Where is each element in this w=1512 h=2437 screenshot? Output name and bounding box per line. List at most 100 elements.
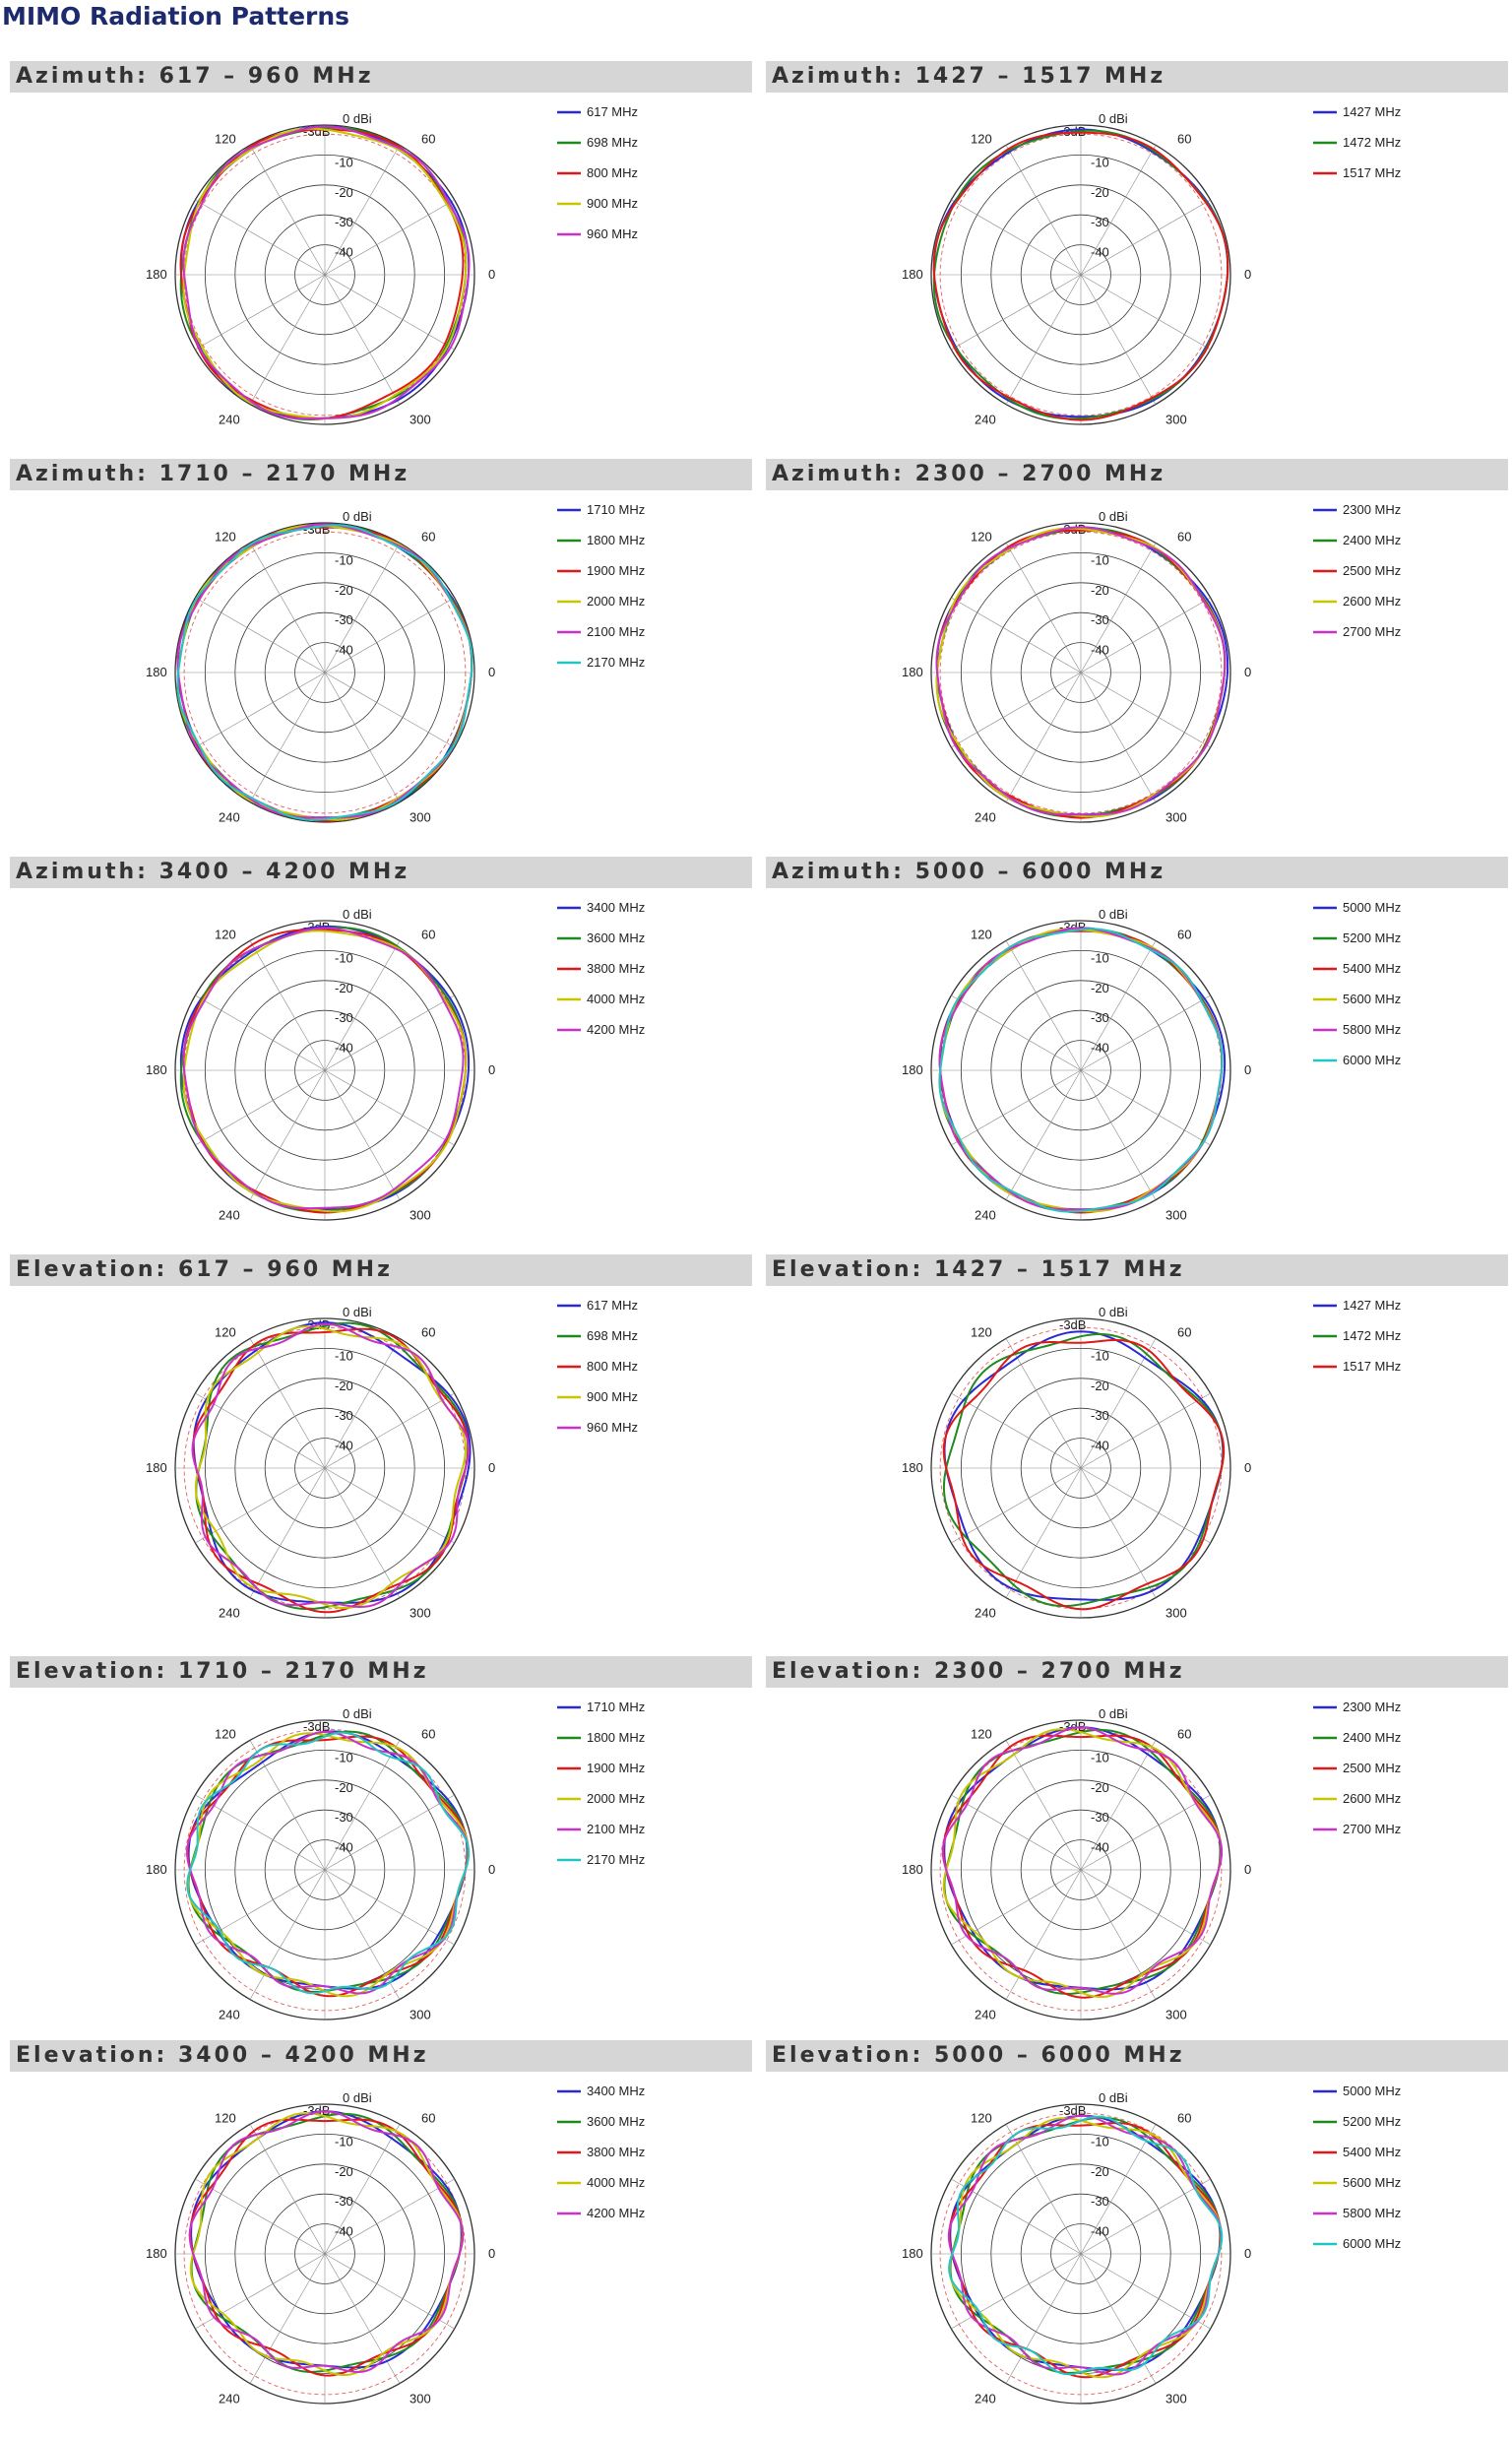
legend-label: 2600 MHz: [1343, 1791, 1401, 1806]
page-title: MIMO Radiation Patterns: [2, 2, 350, 31]
legend-label: 1900 MHz: [587, 1761, 645, 1775]
polar-spoke: [1080, 1869, 1211, 1946]
polar-spoke: [1005, 1740, 1082, 1871]
ring-label: -20: [1091, 1379, 1109, 1393]
angle-label: 0: [488, 1460, 495, 1475]
legend-label: 5400 MHz: [1343, 2145, 1401, 2159]
angle-label: 300: [410, 2392, 431, 2406]
polar-spoke: [1080, 2124, 1157, 2255]
ring-label: -30: [1091, 612, 1109, 627]
legend-label: 3400 MHz: [587, 900, 645, 915]
ring-label: -40: [1091, 1439, 1109, 1453]
angle-label: 240: [975, 810, 996, 825]
angle-label: 300: [410, 1606, 431, 1621]
legend-label: 1517 MHz: [1343, 165, 1401, 180]
angle-label: 0: [1244, 2246, 1251, 2261]
polar-spoke: [951, 1392, 1082, 1469]
polar-spoke: [324, 940, 401, 1071]
ring-label: -40: [1091, 643, 1109, 658]
series-trace: [188, 2110, 465, 2374]
series-trace: [186, 1731, 471, 1995]
series-trace: [938, 928, 1224, 1213]
chart-title: Elevation: 2300 – 2700 MHz: [766, 1656, 1508, 1688]
angle-label: 60: [1177, 131, 1191, 146]
angle-label: 60: [421, 529, 435, 544]
legend-label: 960 MHz: [587, 1420, 638, 1435]
angle-label: 300: [1166, 1606, 1187, 1621]
legend-label: 2400 MHz: [1343, 1730, 1401, 1745]
chart-title: Azimuth: 1710 – 2170 MHz: [10, 459, 752, 490]
legend-label: 4200 MHz: [587, 1022, 645, 1037]
angle-label: 240: [219, 413, 240, 427]
chart-panel-az-1427: Azimuth: 1427 – 1517 MHz 0 dBi -10 -20 -30 -4…: [766, 61, 1508, 458]
angle-label: 120: [215, 131, 236, 146]
legend-label: 1800 MHz: [587, 533, 645, 547]
ring-label: -10: [1091, 155, 1109, 169]
ring-label: -10: [335, 155, 353, 169]
ring-label: -10: [1091, 1348, 1109, 1363]
polar-spoke: [951, 1467, 1082, 1544]
legend-label: 2700 MHz: [1343, 624, 1401, 639]
polar-spoke: [1080, 1740, 1157, 1871]
reference-3db-circle: [939, 2112, 1223, 2396]
reference-3db-circle: [939, 133, 1223, 417]
series-trace: [194, 1325, 468, 1610]
angle-label: 120: [971, 2110, 992, 2125]
polar-spoke: [195, 199, 326, 276]
angle-label: 180: [902, 2246, 923, 2261]
angle-label: 0: [488, 665, 495, 679]
polar-spoke: [324, 1338, 401, 1469]
legend-label: 1800 MHz: [587, 1730, 645, 1745]
angle-label: 300: [1166, 2392, 1187, 2406]
legend-label: 2000 MHz: [587, 594, 645, 609]
chart-panel-az-5000: Azimuth: 5000 – 6000 MHz 0 dBi -10 -20 -30 -4…: [766, 857, 1508, 1253]
ring-label: 0 dBi: [1099, 111, 1128, 126]
angle-label: 120: [971, 1726, 992, 1741]
polar-spoke: [324, 1740, 401, 1871]
legend-label: 2170 MHz: [587, 655, 645, 670]
ring-label: 0 dBi: [343, 1305, 372, 1319]
legend-label: 3800 MHz: [587, 961, 645, 976]
polar-spoke: [195, 672, 326, 748]
ring-label: 0 dBi: [1099, 907, 1128, 922]
legend-label: 2100 MHz: [587, 1822, 645, 1836]
legend-label: 2700 MHz: [1343, 1822, 1401, 1836]
angle-label: 120: [971, 927, 992, 941]
angle-label: 180: [902, 1062, 923, 1077]
polar-spoke: [1005, 672, 1082, 802]
polar-spoke: [1080, 543, 1157, 673]
polar-spoke: [195, 1392, 326, 1469]
series-trace: [182, 927, 465, 1210]
legend-label: 617 MHz: [587, 1298, 638, 1313]
polar-spoke: [1080, 2178, 1211, 2255]
ring-label: -30: [335, 1010, 353, 1025]
angle-label: 120: [971, 529, 992, 544]
polar-spoke: [1080, 597, 1211, 673]
angle-label: 180: [146, 1460, 167, 1475]
legend-label: 4000 MHz: [587, 992, 645, 1006]
legend-label: 5200 MHz: [1343, 930, 1401, 945]
angle-label: 0: [1244, 665, 1251, 679]
angle-label: 300: [410, 1208, 431, 1223]
angle-label: 180: [902, 267, 923, 282]
polar-spoke: [249, 543, 326, 673]
angle-label: 180: [902, 1460, 923, 1475]
polar-plot: 0 dBi -10 -20 -30 -40 0 60 120 180 240 300 -3dB 1710…: [146, 1699, 645, 2022]
polar-spoke: [249, 1338, 326, 1469]
angle-label: 60: [421, 131, 435, 146]
polar-spoke: [249, 940, 326, 1071]
legend-label: 5400 MHz: [1343, 961, 1401, 976]
angle-label: 300: [410, 810, 431, 825]
legend-label: 2100 MHz: [587, 624, 645, 639]
angle-label: 240: [975, 2392, 996, 2406]
reference-3db-circle: [183, 2112, 467, 2396]
ring-label: -40: [335, 1439, 353, 1453]
polar-spoke: [324, 1069, 401, 1200]
ring-label: -10: [1091, 2134, 1109, 2148]
polar-spoke: [1005, 2253, 1082, 2384]
polar-spoke: [324, 672, 455, 748]
legend-label: 5000 MHz: [1343, 2084, 1401, 2098]
ring-label: -20: [335, 185, 353, 200]
